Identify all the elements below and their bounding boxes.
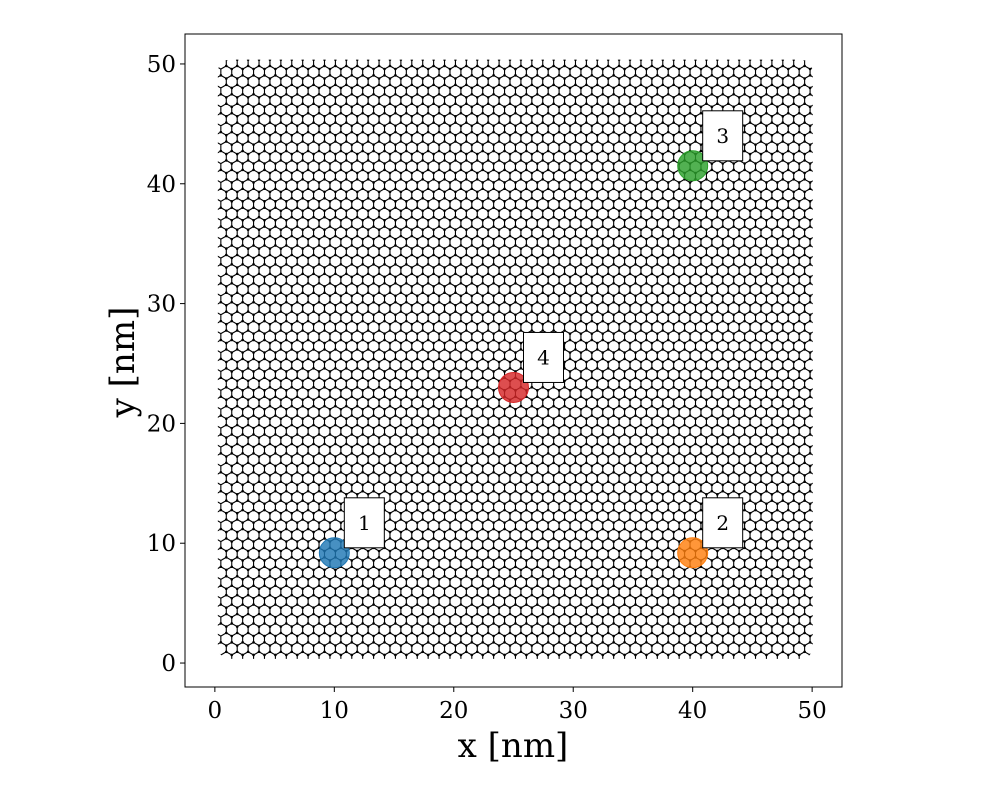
marker-point [318, 537, 350, 569]
marker-point [677, 537, 709, 569]
marker-point [498, 371, 529, 403]
markers-layer: 1 2 3 4 [318, 110, 744, 569]
y-tick-label: 0 [161, 651, 176, 677]
x-tick-label: 40 [678, 698, 707, 724]
x-tick-label: 50 [797, 698, 826, 724]
honeycomb-lattice [217, 59, 813, 659]
marker-label-box [343, 497, 385, 549]
marker-label: 4 [537, 345, 550, 369]
marker-label: 1 [358, 511, 371, 535]
x-tick-label: 0 [208, 698, 223, 724]
marker-label-box [702, 110, 744, 162]
y-tick-label: 50 [147, 52, 176, 78]
marker-label: 3 [716, 124, 729, 148]
plot-area-frame [184, 33, 843, 688]
x-axis-label: x [nm] [458, 726, 569, 766]
marker-label-box [523, 331, 564, 383]
y-axis-label: y [nm] [103, 307, 143, 419]
x-axis-ticks: 0 10 20 30 40 50 [208, 687, 827, 724]
lattice-atoms [219, 59, 813, 659]
x-tick-label: 30 [559, 698, 588, 724]
y-tick-label: 20 [147, 411, 176, 437]
x-tick-label: 20 [439, 698, 468, 724]
marker-point [677, 150, 709, 182]
y-tick-label: 40 [147, 172, 176, 198]
x-tick-label: 10 [320, 698, 349, 724]
y-tick-label: 30 [147, 292, 176, 318]
marker-label: 2 [716, 511, 729, 535]
marker-label-box [702, 497, 744, 549]
y-tick-label: 10 [147, 531, 176, 557]
y-axis-ticks: 0 10 20 30 40 50 [147, 52, 185, 677]
